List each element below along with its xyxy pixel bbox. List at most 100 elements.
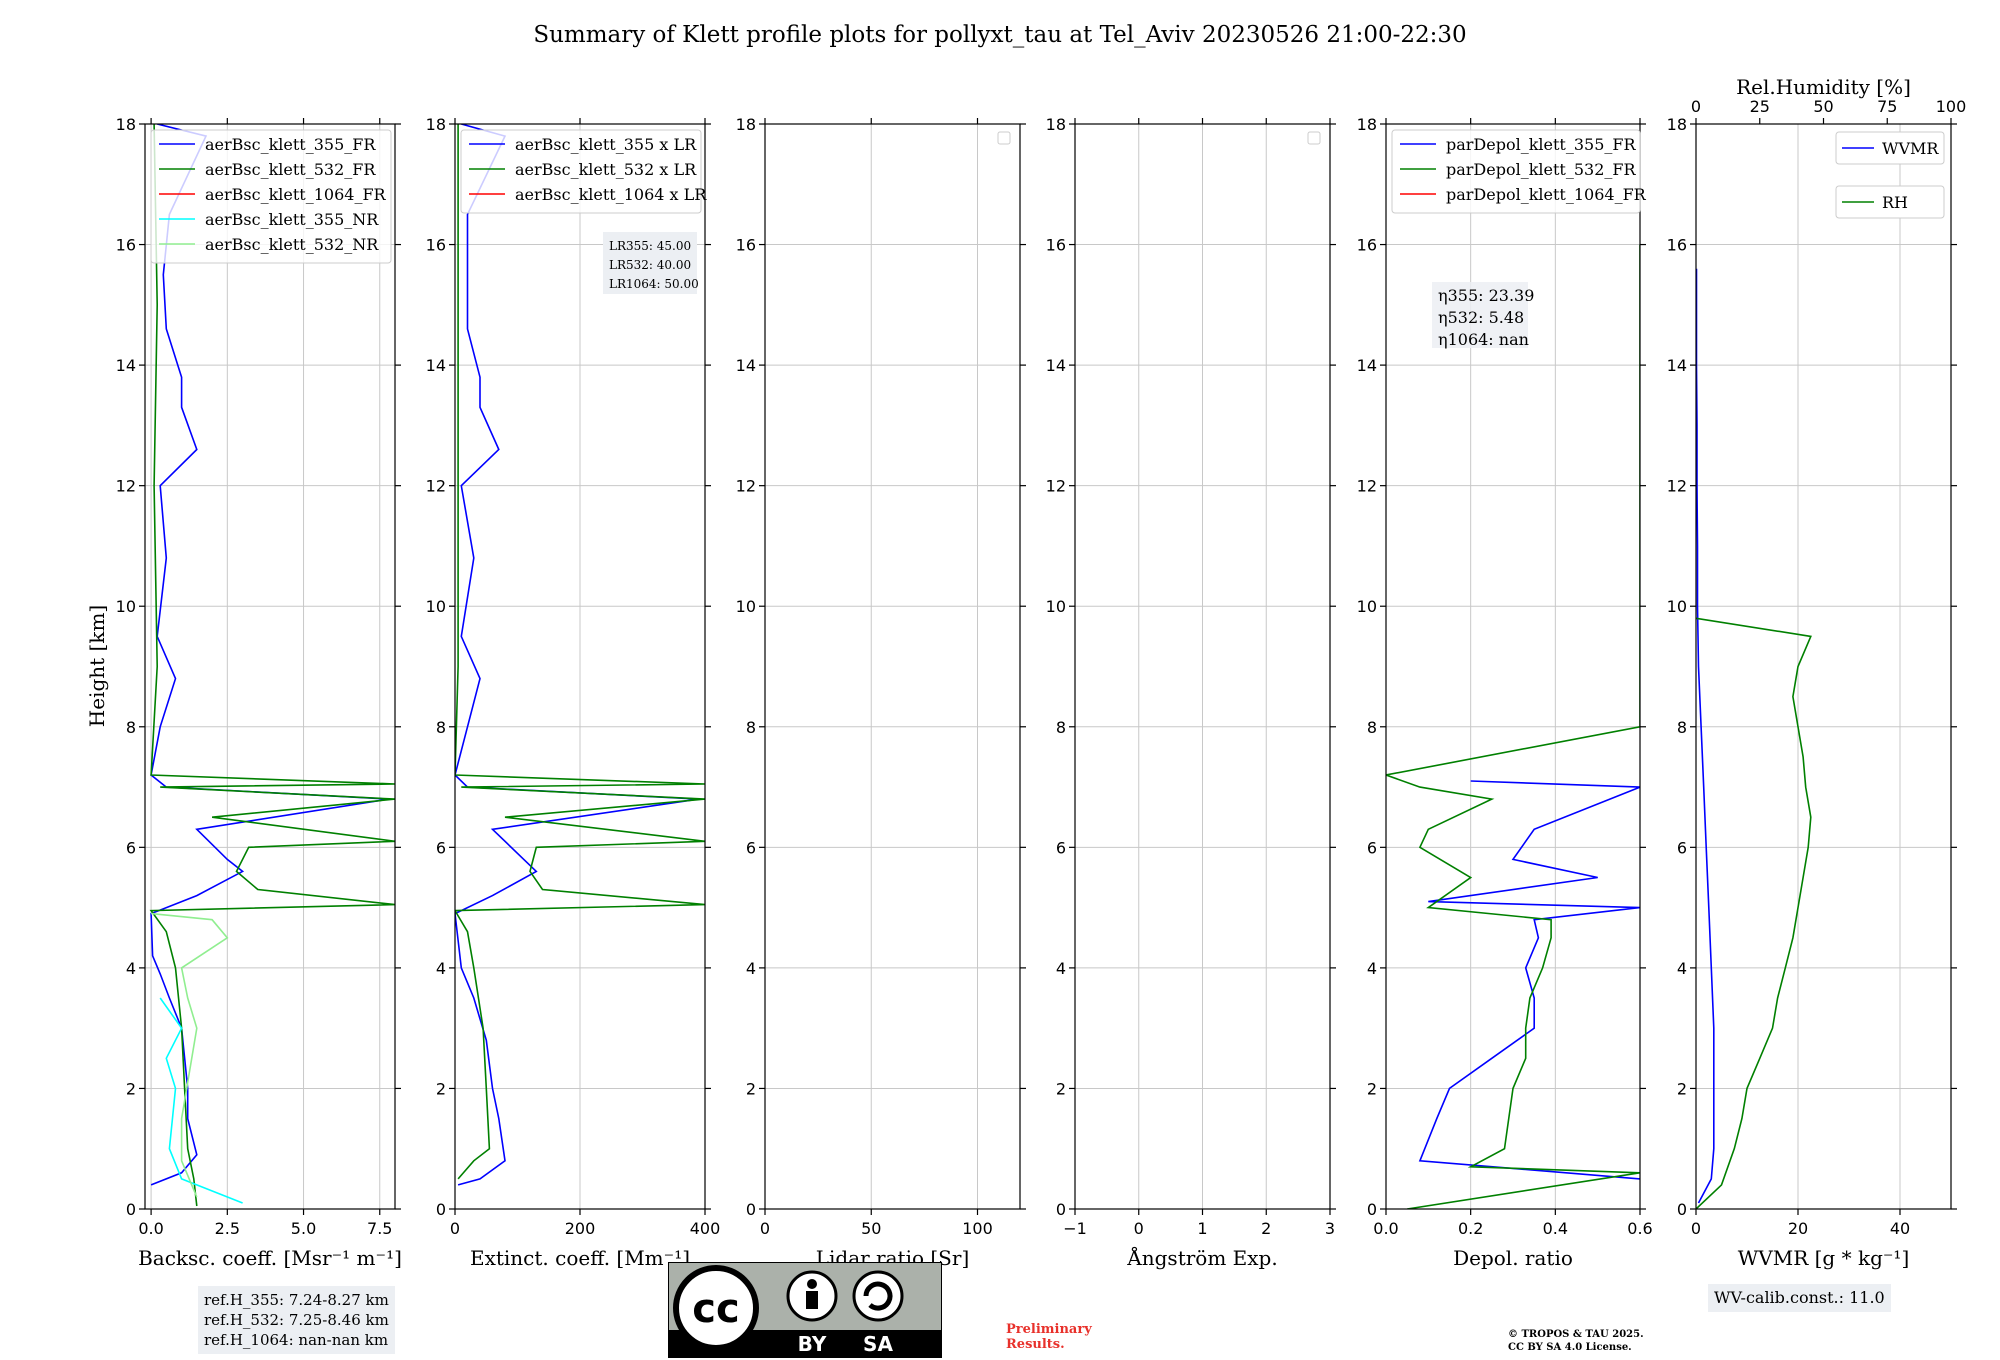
legend-label-5-1: RH <box>1882 193 1908 212</box>
top-tick-label-3: 75 <box>1877 97 1897 116</box>
copyright-line-2: CC BY SA 4.0 License. <box>1508 1342 1632 1353</box>
y-tick-label-2-9: 18 <box>736 115 756 134</box>
x-tick-label-2-1: 50 <box>861 1219 881 1238</box>
eta-box <box>1432 282 1528 348</box>
legend-label-0-3: aerBsc_klett_355_NR <box>205 210 379 229</box>
x-tick-label-0-1: 2.5 <box>215 1219 240 1238</box>
axes-frame-5 <box>1695 123 1952 1210</box>
y-tick-label-4-5: 10 <box>1357 597 1377 616</box>
series-line-0-0 <box>150 124 390 1186</box>
top-tick-label-0: 0 <box>1691 97 1701 116</box>
legend-label-1-0: aerBsc_klett_355 x LR <box>515 135 697 154</box>
x-tick-label-1-2: 400 <box>690 1219 721 1238</box>
x-tick-label-0-3: 7.5 <box>367 1219 392 1238</box>
x-tick-label-5-1: 20 <box>1788 1219 1808 1238</box>
series-line-1-1 <box>455 124 705 1180</box>
axes-frame-0 <box>144 123 396 1210</box>
lr-box-line-0: LR355: 45.00 <box>609 239 691 253</box>
x-tick-label-1-1: 200 <box>565 1219 596 1238</box>
eta-box-line-0: η355: 23.39 <box>1438 286 1534 305</box>
wv-calibration-box: WV-calib.const.: 11.0 <box>1708 1284 1891 1312</box>
x-tick-label-1-0: 0 <box>450 1219 460 1238</box>
series-line-5-1 <box>1696 617 1812 1209</box>
y-tick-label-2-3: 6 <box>746 838 756 857</box>
y-tick-label-0-9: 18 <box>116 115 136 134</box>
y-axis-label: Height [km] <box>85 605 109 727</box>
y-tick-label-0-6: 12 <box>116 477 136 496</box>
x-axis-label-3: Ångström Exp. <box>1126 1245 1277 1270</box>
legend-label-0-4: aerBsc_klett_532_NR <box>205 235 379 254</box>
y-tick-label-3-1: 2 <box>1056 1079 1066 1098</box>
y-tick-label-5-9: 18 <box>1667 115 1687 134</box>
y-tick-label-3-5: 10 <box>1046 597 1066 616</box>
y-tick-label-3-8: 16 <box>1046 236 1066 255</box>
legend-box-1 <box>460 129 702 214</box>
x-tick-label-4-0: 0.0 <box>1373 1219 1398 1238</box>
cc-by-text: BY <box>798 1332 827 1356</box>
top-tick-label-4: 100 <box>1936 97 1967 116</box>
series-line-0-4 <box>151 912 229 1198</box>
y-tick-label-0-3: 6 <box>126 838 136 857</box>
y-tick-label-4-8: 16 <box>1357 236 1377 255</box>
y-tick-label-4-0: 0 <box>1367 1200 1377 1219</box>
y-tick-label-3-7: 14 <box>1046 356 1066 375</box>
empty-legend-2 <box>997 131 1011 145</box>
y-tick-label-2-0: 0 <box>746 1200 756 1219</box>
y-tick-label-4-6: 12 <box>1357 477 1377 496</box>
y-tick-label-2-1: 2 <box>746 1079 756 1098</box>
y-tick-label-4-7: 14 <box>1357 356 1377 375</box>
legend-box-5-1 <box>1835 185 1945 219</box>
figure-title: Summary of Klett profile plots for polly… <box>533 22 1467 48</box>
y-tick-label-3-4: 8 <box>1056 718 1066 737</box>
y-tick-label-5-1: 2 <box>1677 1079 1687 1098</box>
y-tick-label-3-9: 18 <box>1046 115 1066 134</box>
legend-label-4-0: parDepol_klett_355_FR <box>1446 135 1637 154</box>
y-tick-label-4-9: 18 <box>1357 115 1377 134</box>
legend-label-0-0: aerBsc_klett_355_FR <box>205 135 376 154</box>
x-tick-label-5-0: 0 <box>1691 1219 1701 1238</box>
y-tick-label-0-5: 10 <box>116 597 136 616</box>
y-tick-label-5-0: 0 <box>1677 1200 1687 1219</box>
y-tick-label-0-4: 8 <box>126 718 136 737</box>
y-tick-label-3-3: 6 <box>1056 838 1066 857</box>
x-axis-label-4: Depol. ratio <box>1453 1246 1573 1270</box>
y-tick-label-5-3: 6 <box>1677 838 1687 857</box>
y-tick-label-4-1: 2 <box>1367 1079 1377 1098</box>
y-tick-label-1-3: 6 <box>436 838 446 857</box>
legend-label-1-1: aerBsc_klett_532 x LR <box>515 160 697 179</box>
y-tick-label-5-6: 12 <box>1667 477 1687 496</box>
reference-height-box: ref.H_355: 7.24-8.27 km ref.H_532: 7.25-… <box>198 1286 395 1354</box>
copyright-note: © TROPOS & TAU 2025. CC BY SA 4.0 Licens… <box>1508 1328 1644 1354</box>
legend-box-5-0 <box>1835 131 1945 165</box>
y-tick-label-2-5: 10 <box>736 597 756 616</box>
x-axis-label-0: Backsc. coeff. [Msr⁻¹ m⁻¹] <box>138 1246 402 1270</box>
lr-box-line-1: LR532: 40.00 <box>609 258 691 272</box>
y-tick-label-1-8: 16 <box>426 236 446 255</box>
y-tick-label-3-0: 0 <box>1056 1200 1066 1219</box>
legend-label-5-0: WVMR <box>1882 139 1939 158</box>
series-line-4-0 <box>1418 780 1640 1180</box>
y-tick-label-2-4: 8 <box>746 718 756 737</box>
x-tick-label-0-2: 5.0 <box>291 1219 316 1238</box>
x-tick-label-5-2: 40 <box>1890 1219 1910 1238</box>
empty-legend-3 <box>1307 131 1321 145</box>
x-tick-label-4-3: 0.6 <box>1627 1219 1652 1238</box>
y-tick-label-1-6: 12 <box>426 477 446 496</box>
axes-frame-4 <box>1385 123 1641 1210</box>
y-tick-label-4-2: 4 <box>1367 959 1377 978</box>
y-tick-label-3-6: 12 <box>1046 477 1066 496</box>
y-tick-label-2-6: 12 <box>736 477 756 496</box>
y-tick-label-0-2: 4 <box>126 959 136 978</box>
x-axis-label-1: Extinct. coeff. [Mm⁻¹] <box>470 1246 690 1270</box>
series-line-4-1 <box>1386 244 1640 1209</box>
y-tick-label-2-7: 14 <box>736 356 756 375</box>
legend-box-4 <box>1391 129 1641 214</box>
cc-sa-text: SA <box>863 1332 893 1356</box>
y-tick-label-0-8: 16 <box>116 236 136 255</box>
y-tick-label-0-7: 14 <box>116 356 136 375</box>
y-tick-label-5-5: 10 <box>1667 597 1687 616</box>
x-tick-label-3-2: 1 <box>1197 1219 1207 1238</box>
y-tick-label-5-2: 4 <box>1677 959 1687 978</box>
y-tick-label-1-4: 8 <box>436 718 446 737</box>
